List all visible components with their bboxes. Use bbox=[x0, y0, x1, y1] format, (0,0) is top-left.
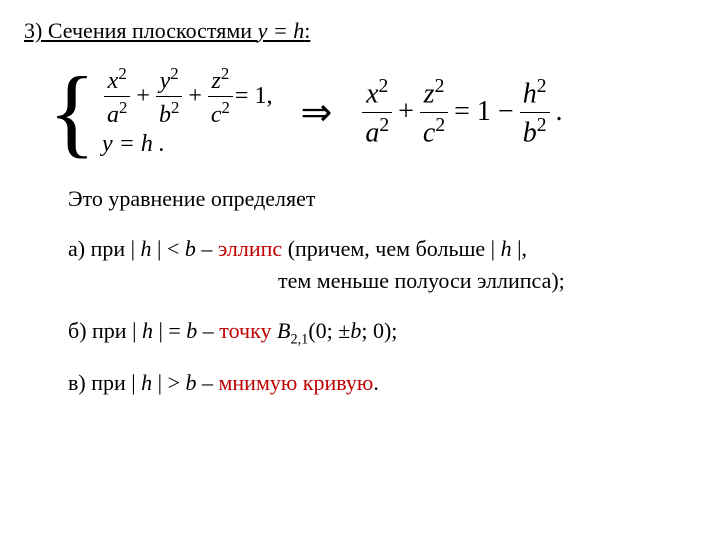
point-word: точку bbox=[219, 318, 271, 343]
imaginary-word: мнимую кривую bbox=[218, 370, 373, 395]
system-inner: x2 a2 + y2 b2 + z2 c2 bbox=[102, 66, 272, 158]
frac-y2b2: y2 b2 bbox=[154, 66, 184, 127]
case-a-line2: тем меньше полуоси эллипса); bbox=[68, 268, 696, 294]
case-c: в) при | h | > b – мнимую кривую. bbox=[68, 370, 696, 396]
eq1-tail: = 1, bbox=[235, 83, 273, 110]
frac-z2c2: z2 c2 bbox=[206, 66, 235, 127]
title-plane: y = h bbox=[258, 18, 305, 43]
page: 3) Сечения плоскостями y = h: { x2 a2 + … bbox=[0, 0, 720, 396]
intro-line: Это уравнение определяет bbox=[68, 186, 696, 212]
body-text: Это уравнение определяет а) при | h | < … bbox=[24, 186, 696, 396]
system-eq2: y = h . bbox=[102, 131, 272, 158]
section-title: 3) Сечения плоскостями y = h: bbox=[24, 18, 696, 44]
case-a: а) при | h | < b – эллипс (причем, чем б… bbox=[68, 236, 696, 294]
frac-x2a2: x2 a2 bbox=[102, 66, 132, 127]
system-eq1: x2 a2 + y2 b2 + z2 c2 bbox=[102, 66, 272, 127]
result-tail: . bbox=[552, 96, 567, 128]
frac-r-x2a2: x2 a2 bbox=[360, 77, 394, 147]
case-b: б) при | h | = b – точку B2,1(0; ±b; 0); bbox=[68, 318, 696, 348]
ellipse-word: эллипс bbox=[218, 236, 282, 261]
implies-symbol: ⇒ bbox=[300, 90, 332, 135]
system-block: { x2 a2 + y2 b2 + z2 bbox=[48, 62, 272, 162]
title-prefix: 3) Сечения плоскостями bbox=[24, 18, 258, 43]
result-equation: x2 a2 + z2 c2 = 1 − h2 b2 . bbox=[360, 77, 566, 147]
frac-r-z2c2: z2 c2 bbox=[418, 77, 450, 147]
equation-row: { x2 a2 + y2 b2 + z2 bbox=[24, 62, 696, 162]
frac-r-h2b2: h2 b2 bbox=[518, 77, 552, 147]
title-suffix: : bbox=[304, 18, 310, 43]
left-brace: { bbox=[48, 62, 96, 162]
